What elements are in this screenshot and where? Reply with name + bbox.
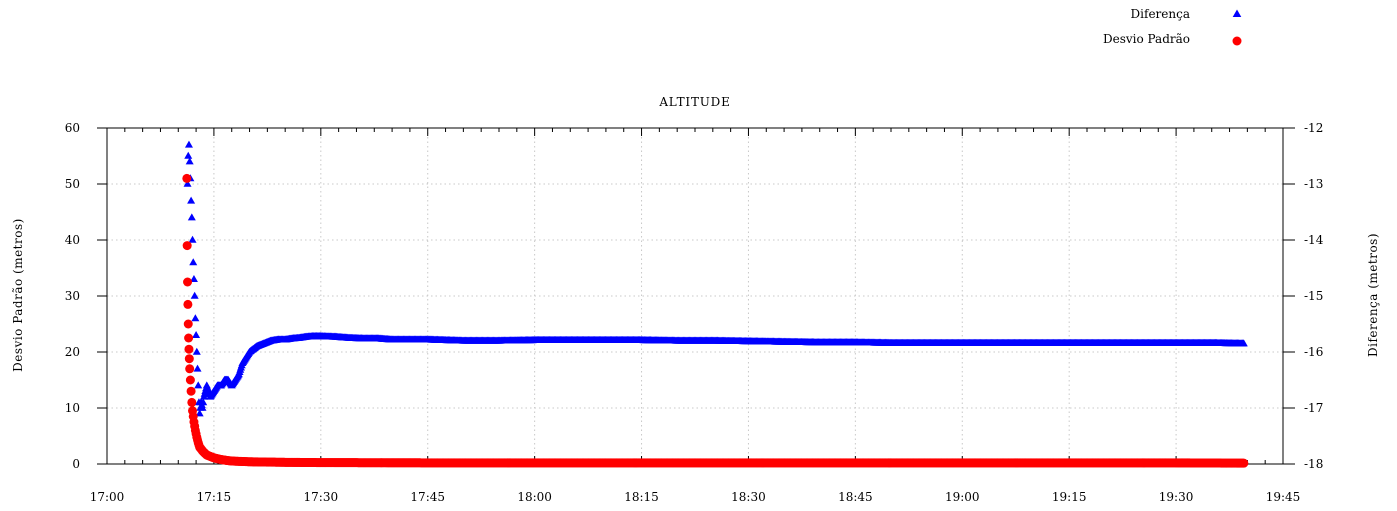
diferenca-point xyxy=(184,140,193,148)
series-desvio-padrao xyxy=(182,173,1249,468)
y-left-tick-label: 10 xyxy=(65,401,80,415)
x-tick-label: 18:30 xyxy=(731,490,766,504)
desvio-padrao-point xyxy=(185,364,195,374)
diferenca-point xyxy=(1239,339,1248,347)
y-left-tick-label: 40 xyxy=(65,233,80,247)
desvio-padrao-point xyxy=(183,299,193,309)
diferenca-point xyxy=(191,314,200,322)
diferenca-point xyxy=(188,235,197,243)
x-tick-label: 19:15 xyxy=(1052,490,1087,504)
desvio-padrao-point xyxy=(187,397,197,407)
desvio-padrao-point xyxy=(183,319,193,329)
y-left-tick-label: 60 xyxy=(65,121,80,135)
diferenca-point xyxy=(185,157,194,165)
desvio-padrao-point xyxy=(186,386,196,396)
desvio-padrao-point xyxy=(184,354,194,364)
desvio-padrao-point xyxy=(182,241,192,251)
diferenca-point xyxy=(184,151,193,159)
y-left-tick-label: 50 xyxy=(65,177,80,191)
series-diferenca xyxy=(183,140,1248,417)
x-tick-label: 17:30 xyxy=(304,490,339,504)
diferenca-point xyxy=(189,258,198,266)
grid-lines xyxy=(107,128,1283,464)
y-left-tick-label: 0 xyxy=(72,457,80,471)
diferenca-point xyxy=(192,331,201,338)
chart-title: ALTITUDE xyxy=(658,95,730,109)
y-left-tick-label: 20 xyxy=(65,345,80,359)
x-tick-label: 17:45 xyxy=(410,490,445,504)
x-tick-label: 17:15 xyxy=(197,490,232,504)
x-tick-label: 18:00 xyxy=(517,490,552,504)
diferenca-point xyxy=(195,409,204,417)
y-right-tick-label: -18 xyxy=(1304,457,1323,471)
x-tick-label: 17:00 xyxy=(90,490,125,504)
axis-ticks: 17:00 17:15 17:30 17:45 18:00 18:15 18:30 18:45… xyxy=(65,121,1324,504)
desvio-padrao-point xyxy=(182,173,192,183)
y-axis-right-label: Diferença (metros) xyxy=(1366,233,1380,357)
legend: Diferença Desvio Padrão xyxy=(1103,7,1242,46)
y-right-tick-label: -14 xyxy=(1304,233,1324,247)
y-right-tick-label: -13 xyxy=(1304,177,1323,191)
y-right-tick-label: -15 xyxy=(1304,289,1323,303)
legend-label-desvio-padrao: Desvio Padrão xyxy=(1103,32,1190,46)
y-right-tick-label: -16 xyxy=(1304,345,1323,359)
diferenca-point xyxy=(183,179,192,187)
diferenca-point xyxy=(187,213,196,221)
diferenca-point xyxy=(199,398,208,406)
diferenca-point xyxy=(187,196,196,204)
desvio-padrao-point xyxy=(184,344,194,354)
diferenca-point xyxy=(192,347,201,355)
desvio-padrao-point xyxy=(185,375,195,385)
diferenca-point xyxy=(190,291,199,299)
x-tick-label: 19:00 xyxy=(945,490,980,504)
diferenca-point xyxy=(194,381,203,389)
legend-marker-diferenca xyxy=(1232,9,1242,17)
desvio-padrao-point xyxy=(184,333,194,343)
x-tick-label: 19:30 xyxy=(1159,490,1194,504)
x-tick-label: 19:45 xyxy=(1266,490,1301,504)
diferenca-point xyxy=(189,275,198,282)
x-tick-label: 18:15 xyxy=(624,490,659,504)
legend-label-diferenca: Diferença xyxy=(1131,7,1190,21)
desvio-padrao-point xyxy=(183,277,193,287)
diferenca-point xyxy=(193,364,202,372)
y-right-tick-label: -12 xyxy=(1304,121,1323,135)
x-tick-label: 18:45 xyxy=(838,490,873,504)
legend-marker-desvio-padrao xyxy=(1232,36,1242,46)
diferenca-point xyxy=(198,403,207,411)
y-axis-left-label: Desvio Padrão (metros) xyxy=(11,218,25,372)
desvio-padrao-point xyxy=(1239,458,1249,468)
y-right-tick-label: -17 xyxy=(1304,401,1323,415)
y-left-tick-label: 30 xyxy=(65,289,80,303)
